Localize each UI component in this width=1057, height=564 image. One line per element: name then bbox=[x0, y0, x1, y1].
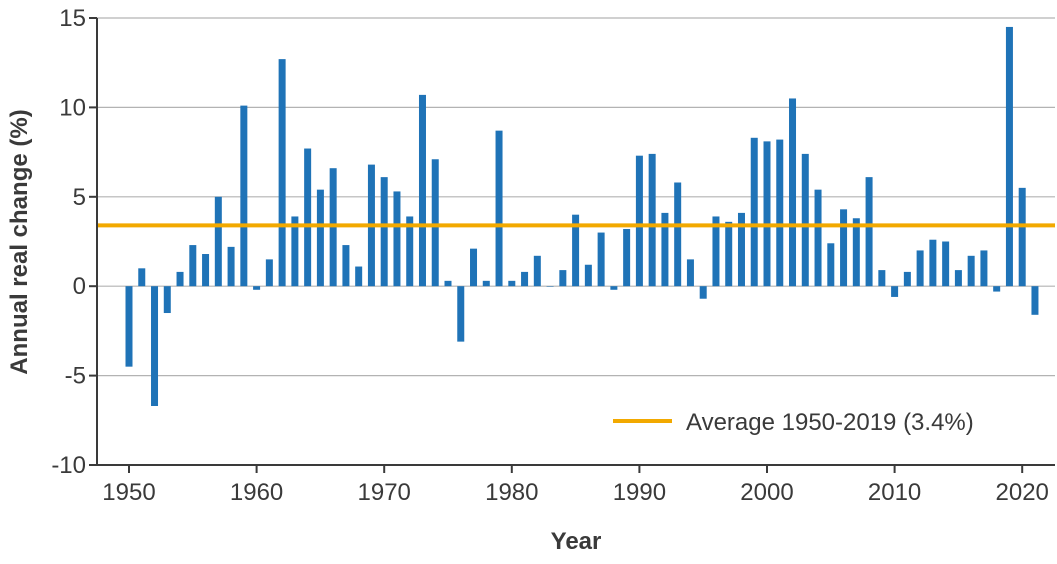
bar-1952 bbox=[151, 286, 159, 406]
bar-2001 bbox=[776, 139, 784, 287]
bar-1992 bbox=[661, 212, 669, 287]
bar-1979 bbox=[495, 130, 503, 287]
bar-2020 bbox=[1018, 187, 1026, 287]
bar-1956 bbox=[202, 254, 210, 287]
bar-1991 bbox=[648, 153, 656, 287]
bar-2005 bbox=[827, 243, 835, 287]
bar-1989 bbox=[623, 228, 631, 287]
bar-2015 bbox=[954, 270, 962, 287]
bar-1963 bbox=[291, 216, 299, 287]
bar-1954 bbox=[176, 271, 184, 287]
y-tick-label-5: 5 bbox=[73, 184, 86, 211]
bar-1996 bbox=[712, 216, 720, 287]
x-tick-label-2010: 2010 bbox=[868, 479, 921, 506]
bar-1973 bbox=[418, 94, 426, 287]
y-tick-label-15: 15 bbox=[59, 5, 86, 32]
bar-1977 bbox=[470, 248, 478, 287]
bar-2019 bbox=[1005, 26, 1013, 287]
x-tick-label-1960: 1960 bbox=[230, 479, 283, 506]
bar-1951 bbox=[138, 268, 146, 287]
bar-2009 bbox=[878, 270, 886, 287]
bar-1985 bbox=[572, 214, 580, 287]
bar-1965 bbox=[316, 189, 324, 287]
legend-label-average: Average 1950-2019 (3.4%) bbox=[686, 409, 974, 436]
bar-2014 bbox=[942, 241, 950, 287]
bar-1982 bbox=[533, 255, 541, 287]
bars bbox=[125, 26, 1039, 406]
bar-1986 bbox=[584, 264, 592, 287]
bar-1999 bbox=[750, 137, 758, 287]
bar-1971 bbox=[393, 191, 401, 287]
bar-1950 bbox=[125, 286, 133, 367]
bar-1976 bbox=[457, 286, 465, 342]
bar-2013 bbox=[929, 239, 937, 287]
y-tick-label--10: -10 bbox=[51, 452, 86, 479]
bar-2018 bbox=[993, 286, 1001, 292]
bar-1987 bbox=[597, 232, 605, 287]
bar-1978 bbox=[482, 280, 490, 287]
bar-1959 bbox=[240, 105, 248, 287]
x-axis-title: Year bbox=[551, 528, 602, 555]
y-tick-label-10: 10 bbox=[59, 94, 86, 121]
bar-1967 bbox=[342, 245, 350, 287]
bar-2000 bbox=[763, 141, 771, 287]
bar-1960 bbox=[253, 286, 261, 290]
bar-1957 bbox=[214, 196, 222, 287]
bar-1983 bbox=[546, 286, 554, 287]
bar-1997 bbox=[725, 221, 733, 287]
y-tick-label--5: -5 bbox=[65, 363, 86, 390]
bar-1984 bbox=[559, 270, 567, 287]
bar-1955 bbox=[189, 245, 197, 287]
bar-1970 bbox=[380, 177, 388, 287]
bar-2003 bbox=[801, 153, 809, 287]
legend: Average 1950-2019 (3.4%) bbox=[613, 409, 974, 436]
bar-1961 bbox=[265, 259, 273, 287]
bar-2008 bbox=[865, 177, 873, 287]
x-tick-label-1950: 1950 bbox=[102, 479, 155, 506]
bar-1958 bbox=[227, 246, 235, 287]
bar-1981 bbox=[521, 271, 529, 287]
bar-2017 bbox=[980, 250, 988, 287]
bar-2012 bbox=[916, 250, 924, 287]
bar-2010 bbox=[891, 286, 899, 297]
bar-1962 bbox=[278, 59, 286, 287]
x-tick-label-1970: 1970 bbox=[358, 479, 411, 506]
bar-1990 bbox=[635, 155, 643, 287]
x-tick-label-2020: 2020 bbox=[996, 479, 1049, 506]
bar-2016 bbox=[967, 255, 975, 287]
x-tick-label-1980: 1980 bbox=[485, 479, 538, 506]
bar-1964 bbox=[304, 148, 312, 287]
bar-1995 bbox=[699, 286, 707, 299]
bar-2011 bbox=[903, 271, 911, 287]
bar-1953 bbox=[163, 286, 171, 314]
bar-1972 bbox=[406, 216, 414, 287]
bar-1988 bbox=[610, 286, 618, 290]
y-axis-title: Annual real change (%) bbox=[6, 109, 33, 374]
bar-1974 bbox=[431, 159, 439, 287]
bar-1998 bbox=[737, 212, 745, 287]
bar-2004 bbox=[814, 189, 822, 287]
bar-1975 bbox=[444, 280, 452, 287]
bar-2006 bbox=[840, 209, 848, 287]
bar-2002 bbox=[789, 98, 797, 287]
bar-2021 bbox=[1031, 286, 1039, 315]
x-tick-label-2000: 2000 bbox=[740, 479, 793, 506]
y-tick-labels: -10 -5 0 5 10 15 bbox=[51, 5, 97, 479]
bar-1994 bbox=[686, 259, 694, 287]
x-tick-label-1990: 1990 bbox=[613, 479, 666, 506]
x-tick-labels: 1950 1960 1970 1980 1990 2000 2010 2020 bbox=[102, 465, 1049, 506]
bar-1993 bbox=[674, 182, 682, 287]
bar-1980 bbox=[508, 280, 516, 287]
y-tick-label-0: 0 bbox=[73, 273, 86, 300]
bar-1968 bbox=[355, 266, 363, 287]
bar-2007 bbox=[852, 218, 860, 287]
